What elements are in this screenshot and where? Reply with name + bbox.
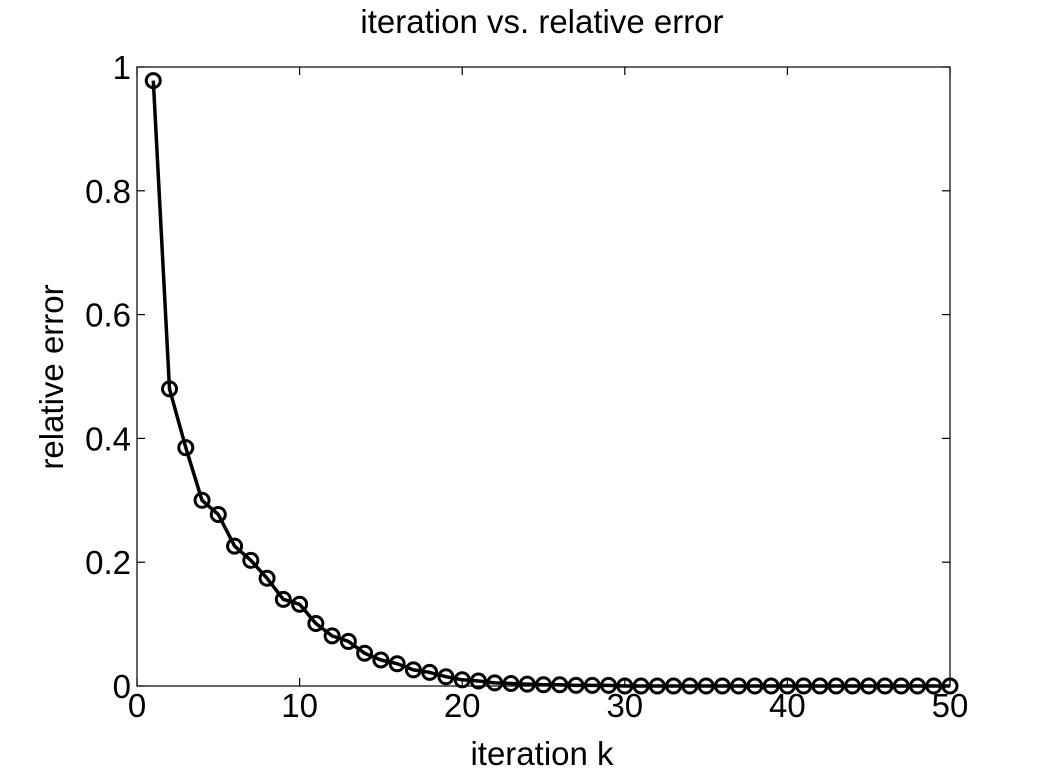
data-point bbox=[274, 590, 292, 608]
data-point bbox=[892, 677, 910, 695]
data-point bbox=[323, 627, 341, 645]
data-point bbox=[502, 675, 520, 693]
data-point bbox=[258, 569, 276, 587]
data-point bbox=[925, 677, 943, 695]
data-point bbox=[697, 677, 715, 695]
y-tick-label: 1 bbox=[113, 49, 131, 86]
data-point bbox=[469, 672, 487, 690]
data-point bbox=[161, 380, 179, 398]
data-point bbox=[242, 551, 260, 569]
axes-frame bbox=[136, 66, 951, 687]
data-point bbox=[730, 677, 748, 695]
x-axis-label: iteration k bbox=[470, 735, 614, 772]
y-tick-label: 0.2 bbox=[85, 544, 131, 581]
data-point bbox=[339, 632, 357, 650]
data-point bbox=[648, 677, 666, 695]
data-point bbox=[567, 676, 585, 694]
data-point bbox=[876, 677, 894, 695]
data-point bbox=[193, 491, 211, 509]
data-point bbox=[908, 677, 926, 695]
data-point bbox=[144, 72, 162, 90]
data-point bbox=[453, 671, 471, 689]
y-tick-label: 0.8 bbox=[85, 173, 131, 210]
data-point bbox=[404, 661, 422, 679]
data-point bbox=[827, 677, 845, 695]
y-tick-label: 0 bbox=[113, 668, 131, 705]
data-point bbox=[583, 676, 601, 694]
data-point bbox=[307, 614, 325, 632]
data-point bbox=[600, 676, 618, 694]
data-point bbox=[291, 595, 309, 613]
data-point bbox=[665, 677, 683, 695]
data-point bbox=[795, 677, 813, 695]
data-point bbox=[209, 506, 227, 524]
data-point bbox=[746, 677, 764, 695]
data-point bbox=[681, 677, 699, 695]
data-point bbox=[535, 676, 552, 694]
data-point bbox=[778, 677, 796, 695]
data-point bbox=[177, 439, 195, 457]
chart-title: iteration vs. relative error bbox=[360, 3, 723, 40]
data-point bbox=[551, 676, 569, 694]
data-point bbox=[388, 655, 406, 673]
data-point bbox=[616, 677, 634, 695]
y-tick-label: 0.6 bbox=[85, 297, 131, 334]
data-point bbox=[226, 537, 244, 555]
data-point bbox=[843, 677, 861, 695]
x-tick-label: 20 bbox=[444, 687, 481, 724]
series-line bbox=[151, 80, 950, 688]
data-point bbox=[437, 668, 455, 686]
data-point bbox=[518, 675, 536, 693]
x-tick-label: 10 bbox=[281, 687, 318, 724]
data-point bbox=[356, 644, 374, 662]
data-point bbox=[713, 677, 731, 695]
y-tick-label: 0.4 bbox=[85, 420, 131, 457]
data-point bbox=[762, 677, 780, 695]
data-point bbox=[811, 677, 829, 695]
data-point bbox=[372, 651, 390, 669]
x-tick-label: 0 bbox=[128, 687, 146, 724]
data-point bbox=[421, 663, 439, 681]
data-point bbox=[632, 677, 650, 695]
data-point bbox=[860, 677, 878, 695]
data-point bbox=[486, 674, 504, 692]
y-axis-label: relative error bbox=[33, 284, 70, 469]
data-point bbox=[941, 677, 959, 695]
